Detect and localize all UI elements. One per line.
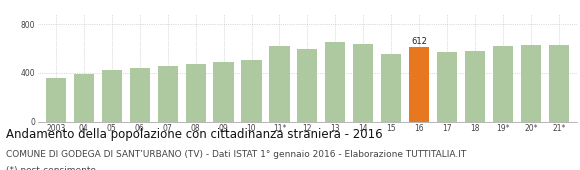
Bar xyxy=(493,46,513,122)
Bar xyxy=(465,51,485,122)
Bar xyxy=(46,78,66,122)
Bar xyxy=(381,54,401,122)
Text: (*) post-censimento: (*) post-censimento xyxy=(6,166,96,170)
Bar xyxy=(74,74,94,122)
Bar xyxy=(325,42,346,122)
Bar xyxy=(130,68,150,122)
Bar xyxy=(409,47,429,122)
Bar xyxy=(241,60,262,122)
Bar xyxy=(158,66,177,122)
Bar xyxy=(549,45,569,122)
Bar xyxy=(102,70,122,122)
Bar xyxy=(213,62,234,122)
Bar xyxy=(269,46,289,122)
Text: COMUNE DI GODEGA DI SANT’URBANO (TV) - Dati ISTAT 1° gennaio 2016 - Elaborazione: COMUNE DI GODEGA DI SANT’URBANO (TV) - D… xyxy=(6,150,466,159)
Bar xyxy=(298,48,317,122)
Bar xyxy=(521,45,541,122)
Bar xyxy=(186,64,206,122)
Bar xyxy=(353,44,374,122)
Text: 612: 612 xyxy=(411,37,427,46)
Bar xyxy=(437,52,457,122)
Text: Andamento della popolazione con cittadinanza straniera - 2016: Andamento della popolazione con cittadin… xyxy=(6,128,382,141)
